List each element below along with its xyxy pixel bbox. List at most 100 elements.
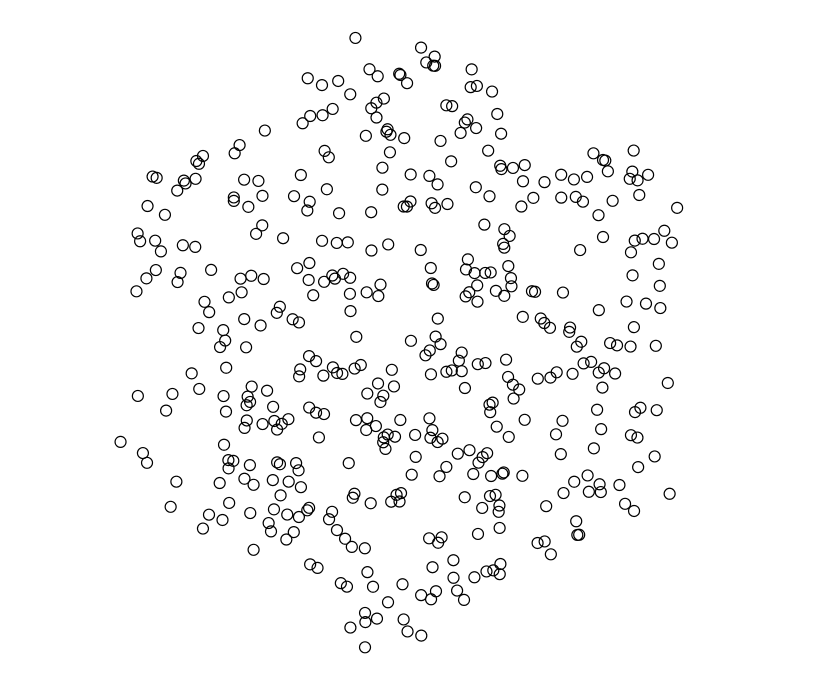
scatter-point bbox=[627, 166, 638, 177]
scatter-point bbox=[596, 424, 607, 435]
scatter-point bbox=[366, 245, 377, 256]
scatter-point bbox=[659, 225, 670, 236]
scatter-point bbox=[258, 274, 269, 285]
scatter-point bbox=[620, 498, 631, 509]
scatter-point bbox=[349, 488, 360, 499]
scatter-point bbox=[246, 381, 257, 392]
scatter-point bbox=[519, 414, 530, 425]
scatter-point bbox=[194, 383, 205, 394]
scatter-point bbox=[539, 177, 550, 188]
scatter-point bbox=[672, 202, 683, 213]
scatter-point bbox=[519, 160, 530, 171]
scatter-point bbox=[388, 381, 399, 392]
scatter-point bbox=[545, 549, 556, 560]
scatter-point bbox=[304, 502, 315, 513]
scatter-point bbox=[498, 238, 509, 249]
scatter-point bbox=[448, 572, 459, 583]
scatter-point bbox=[469, 572, 480, 583]
scatter-point bbox=[456, 366, 467, 377]
scatter-point bbox=[351, 331, 362, 342]
scatter-point bbox=[161, 405, 172, 416]
scatter-point bbox=[424, 345, 435, 356]
scatter-point bbox=[427, 425, 438, 436]
scatter-point bbox=[532, 373, 543, 384]
scatter-point bbox=[373, 378, 384, 389]
scatter-point bbox=[539, 536, 550, 547]
scatter-point bbox=[190, 241, 201, 252]
scatter-point bbox=[345, 89, 356, 100]
scatter-point bbox=[142, 201, 153, 212]
scatter-point bbox=[253, 175, 264, 186]
scatter-point bbox=[541, 501, 552, 512]
scatter-point bbox=[394, 496, 405, 507]
scatter-point bbox=[271, 307, 282, 318]
scatter-point bbox=[221, 406, 232, 417]
scatter-point bbox=[586, 356, 597, 367]
scatter-point bbox=[399, 133, 410, 144]
scatter-point bbox=[459, 594, 470, 605]
scatter-point bbox=[649, 451, 660, 462]
scatter-point bbox=[441, 461, 452, 472]
scatter-point bbox=[495, 558, 506, 569]
scatter-point bbox=[150, 235, 161, 246]
scatter-point bbox=[340, 533, 351, 544]
scatter-point bbox=[350, 32, 361, 43]
scatter-point bbox=[506, 281, 517, 292]
scatter-point bbox=[592, 404, 603, 415]
scatter-point bbox=[435, 135, 446, 146]
scatter-point bbox=[459, 383, 470, 394]
scatter-point bbox=[602, 166, 613, 177]
scatter-point bbox=[197, 523, 208, 534]
scatter-point bbox=[425, 263, 436, 274]
scatter-point bbox=[244, 460, 255, 471]
scatter-point bbox=[614, 480, 625, 491]
scatter-point bbox=[424, 413, 435, 424]
scatter-point bbox=[132, 390, 143, 401]
scatter-point bbox=[344, 288, 355, 299]
scatter-point bbox=[629, 235, 640, 246]
scatter-point bbox=[555, 449, 566, 460]
scatter-point bbox=[628, 322, 639, 333]
scatter-point bbox=[625, 430, 636, 441]
scatter-point bbox=[155, 246, 166, 257]
scatter-point bbox=[556, 169, 567, 180]
scatter-point bbox=[295, 170, 306, 181]
scatter-point bbox=[415, 245, 426, 256]
scatter-point bbox=[334, 208, 345, 219]
scatter-point bbox=[462, 114, 473, 125]
scatter-point bbox=[204, 509, 215, 520]
scatter-point bbox=[472, 528, 483, 539]
scatter-point bbox=[558, 488, 569, 499]
scatter-point bbox=[397, 579, 408, 590]
scatter-point bbox=[528, 192, 539, 203]
scatter-point bbox=[217, 514, 228, 525]
scatter-point bbox=[452, 448, 463, 459]
scatter-point bbox=[375, 396, 386, 407]
scatter-point bbox=[468, 469, 479, 480]
scatter-point bbox=[595, 487, 606, 498]
scatter-point bbox=[427, 562, 438, 573]
scatter-point bbox=[177, 240, 188, 251]
scatter-point bbox=[302, 73, 313, 84]
scatter-point bbox=[236, 287, 247, 298]
scatter-point bbox=[651, 405, 662, 416]
scatter-point bbox=[308, 290, 319, 301]
scatter-point bbox=[331, 237, 342, 248]
scatter-point bbox=[224, 497, 235, 508]
scatter-point bbox=[655, 303, 666, 314]
scatter-point bbox=[319, 409, 330, 420]
scatter-point bbox=[425, 369, 436, 380]
scatter-point bbox=[150, 265, 161, 276]
scatter-point bbox=[466, 64, 477, 75]
scatter-point bbox=[268, 401, 279, 412]
scatter-point bbox=[331, 525, 342, 536]
scatter-point bbox=[483, 145, 494, 156]
scatter-point bbox=[377, 162, 388, 173]
scatter-point bbox=[480, 358, 491, 369]
scatter-point bbox=[241, 342, 252, 353]
scatter-point bbox=[241, 415, 252, 426]
scatter-point bbox=[147, 171, 158, 182]
scatter-point bbox=[383, 239, 394, 250]
scatter-point bbox=[287, 314, 298, 325]
scatter-point bbox=[214, 478, 225, 489]
